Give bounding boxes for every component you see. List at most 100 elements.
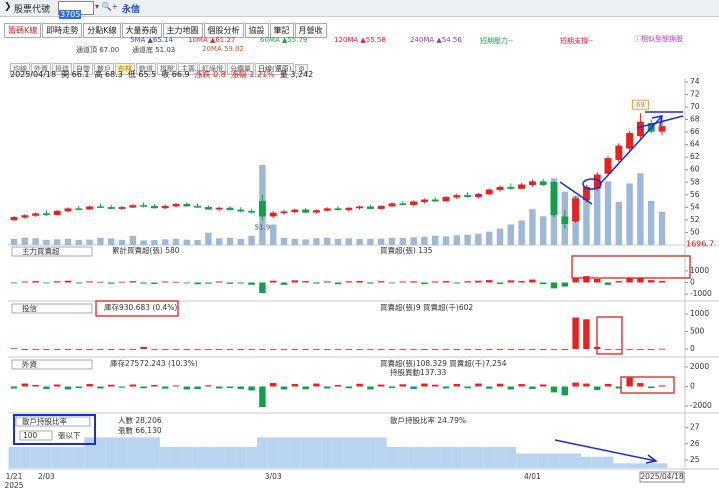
volume-bar bbox=[442, 236, 450, 245]
bar bbox=[442, 386, 450, 389]
volume-bar bbox=[648, 200, 655, 245]
area-step bbox=[419, 447, 430, 468]
bar bbox=[388, 282, 396, 284]
y-tick-label: 62 bbox=[690, 152, 700, 161]
candle-body bbox=[10, 217, 18, 221]
similar-link-text[interactable]: 相似型態換股 bbox=[641, 35, 683, 43]
toolbar-button[interactable]: 自營 bbox=[73, 63, 93, 75]
tab[interactable]: 主力地圖 bbox=[162, 23, 203, 38]
bar bbox=[540, 282, 547, 285]
bar bbox=[302, 281, 309, 283]
y-tick-label: 68 bbox=[690, 115, 700, 124]
area-step bbox=[311, 437, 322, 468]
bar bbox=[345, 386, 352, 389]
toolbar-button[interactable]: 外資 bbox=[31, 63, 51, 75]
tab[interactable]: 個股分析 bbox=[203, 23, 244, 38]
bar bbox=[270, 280, 277, 283]
bar bbox=[64, 280, 72, 283]
area-step bbox=[375, 437, 387, 468]
area-step bbox=[656, 463, 668, 468]
caret: ❯ bbox=[4, 2, 12, 12]
volume-bar bbox=[226, 237, 234, 245]
bar bbox=[21, 383, 28, 387]
bar bbox=[32, 349, 39, 350]
toolbar-button[interactable]: 散戶 bbox=[94, 63, 114, 75]
area-step bbox=[581, 456, 592, 468]
y-tick-label: 56 bbox=[690, 190, 700, 199]
bar bbox=[529, 279, 536, 283]
code-input[interactable]: 3705 bbox=[58, 1, 94, 19]
period-select[interactable]: 日線(還原) bbox=[255, 63, 295, 75]
tab[interactable]: 筆記 bbox=[269, 23, 294, 38]
panel-legend: 累計買賣超(張) 580 bbox=[112, 245, 180, 255]
panel-title: 主力買賣超 bbox=[22, 246, 60, 256]
candle-body bbox=[658, 126, 666, 132]
bar bbox=[658, 385, 666, 387]
toolbar-button[interactable]: 分價量 bbox=[227, 63, 254, 75]
y-tick-label: 70 bbox=[690, 102, 700, 111]
panel-title: 投信 bbox=[22, 303, 37, 313]
bar bbox=[270, 383, 277, 387]
bar bbox=[486, 386, 493, 389]
bar bbox=[648, 349, 655, 350]
bar bbox=[453, 349, 460, 350]
dropdown[interactable] bbox=[15, 416, 91, 427]
bar bbox=[410, 349, 417, 350]
search-icon[interactable]: ▾ 🔍+ bbox=[95, 2, 119, 11]
toolbar-button[interactable]: 紅綠燈 bbox=[199, 63, 226, 75]
bar bbox=[75, 282, 82, 284]
similar-link[interactable]: ⓘ相似型態換股 bbox=[634, 35, 683, 43]
threshold-input[interactable] bbox=[19, 430, 53, 441]
toolbar-button[interactable]: 撐壓 bbox=[157, 63, 177, 75]
area-step bbox=[127, 437, 139, 468]
candle-body bbox=[431, 199, 439, 202]
bar bbox=[183, 349, 190, 350]
tab[interactable]: 分點K線 bbox=[83, 23, 121, 38]
area-step bbox=[181, 447, 193, 468]
tab[interactable]: 大量券商 bbox=[121, 23, 162, 38]
bar bbox=[334, 282, 342, 285]
tab[interactable]: 籌碼K線 bbox=[4, 23, 42, 38]
bar bbox=[280, 282, 288, 285]
candle-body bbox=[226, 207, 234, 211]
bar bbox=[529, 349, 536, 350]
toolbar-button[interactable]: 投信 bbox=[52, 63, 72, 75]
volume-bar bbox=[237, 239, 244, 245]
settings-icon[interactable]: ⚙ bbox=[295, 64, 308, 74]
dropdown[interactable] bbox=[11, 246, 93, 257]
toolbar-button[interactable]: 主籌 bbox=[178, 63, 198, 75]
area-step bbox=[591, 456, 603, 468]
volume-bar bbox=[64, 238, 72, 245]
volume-bar bbox=[399, 238, 406, 245]
bar bbox=[550, 349, 558, 350]
tab[interactable]: 月營收 bbox=[294, 23, 327, 38]
toolbar-button[interactable]: 布林 bbox=[115, 63, 135, 75]
bar bbox=[475, 349, 482, 350]
tab[interactable]: 協設 bbox=[244, 23, 269, 38]
candle-body bbox=[593, 174, 601, 189]
volume-bar bbox=[507, 224, 514, 245]
toolbar-button[interactable]: 均線 bbox=[10, 63, 30, 75]
bar bbox=[604, 384, 612, 387]
toolbar-button[interactable]: 軌道 bbox=[136, 63, 156, 75]
bar bbox=[658, 348, 666, 350]
area-step bbox=[548, 453, 560, 468]
candle-body bbox=[215, 207, 223, 210]
bar bbox=[248, 282, 255, 285]
panel-frames bbox=[8, 78, 719, 470]
info-item: 漲幅 1.21% bbox=[230, 70, 275, 79]
panel-legend: 散戶持股比率 24.79% bbox=[390, 415, 466, 425]
area-step bbox=[235, 447, 247, 468]
tab[interactable]: 即時走勢 bbox=[42, 23, 83, 38]
dropdown[interactable] bbox=[11, 303, 93, 314]
candle-body bbox=[474, 193, 482, 197]
volume-bar bbox=[334, 238, 342, 245]
bar bbox=[183, 386, 190, 390]
bar bbox=[334, 349, 342, 350]
dropdown[interactable] bbox=[11, 359, 93, 370]
area-step bbox=[494, 447, 506, 468]
bar bbox=[561, 349, 568, 350]
bar bbox=[475, 383, 482, 387]
volume-bar bbox=[162, 239, 169, 245]
bar bbox=[572, 317, 579, 350]
